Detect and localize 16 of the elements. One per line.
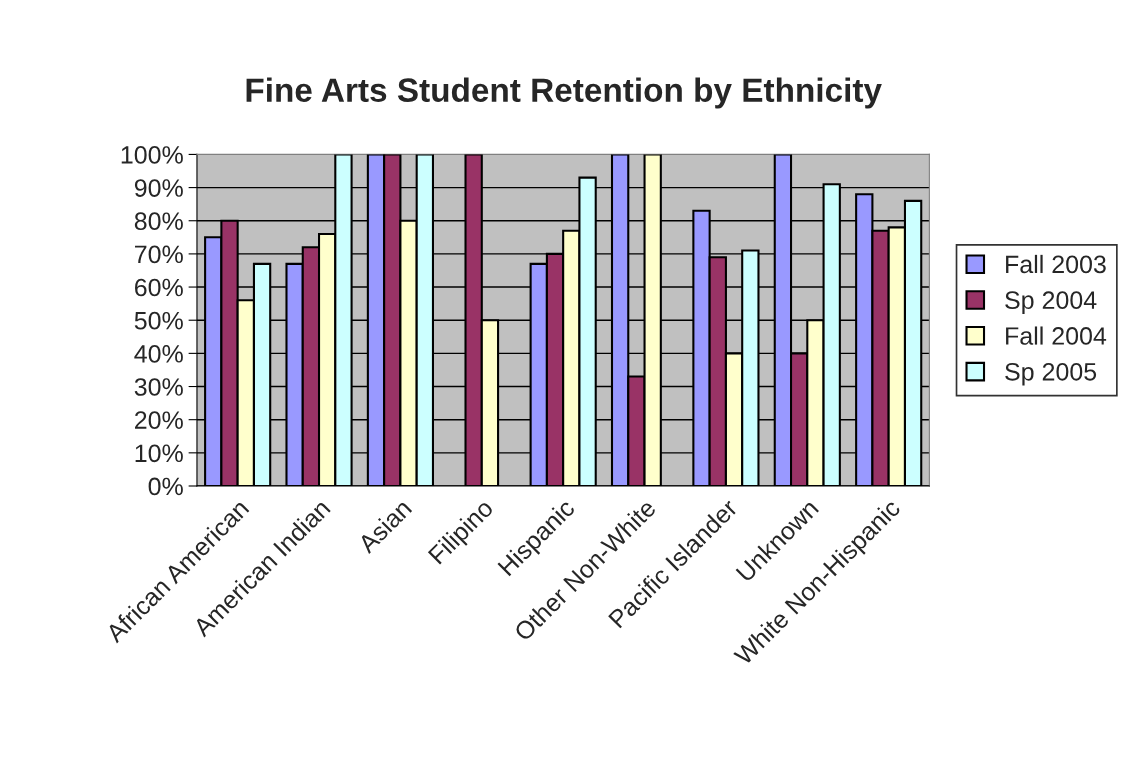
y-tick-label: 100% xyxy=(121,146,183,164)
legend-label: Sp 2004 xyxy=(1005,291,1097,314)
y-tick-label: 80% xyxy=(134,212,183,231)
y-tick-label: 70% xyxy=(135,245,183,264)
y-tick-label: 30% xyxy=(134,378,183,396)
y-tick-label: 40% xyxy=(134,344,183,363)
legend-label: Sp 2005 xyxy=(1005,362,1097,386)
legend-label: Fall 2003 xyxy=(1006,254,1106,274)
legend-label: Fall 2004 xyxy=(1006,326,1107,345)
y-tick-label: 20% xyxy=(135,411,183,429)
y-tick-label: 50% xyxy=(134,311,183,330)
y-tick-label: 90% xyxy=(134,179,183,197)
y-tick-label: 0% xyxy=(148,477,183,496)
chart-title: Fine Arts Student Retention by Ethnicity xyxy=(246,77,882,109)
y-tick-label: 10% xyxy=(135,444,183,463)
y-tick-label: 60% xyxy=(135,278,183,297)
